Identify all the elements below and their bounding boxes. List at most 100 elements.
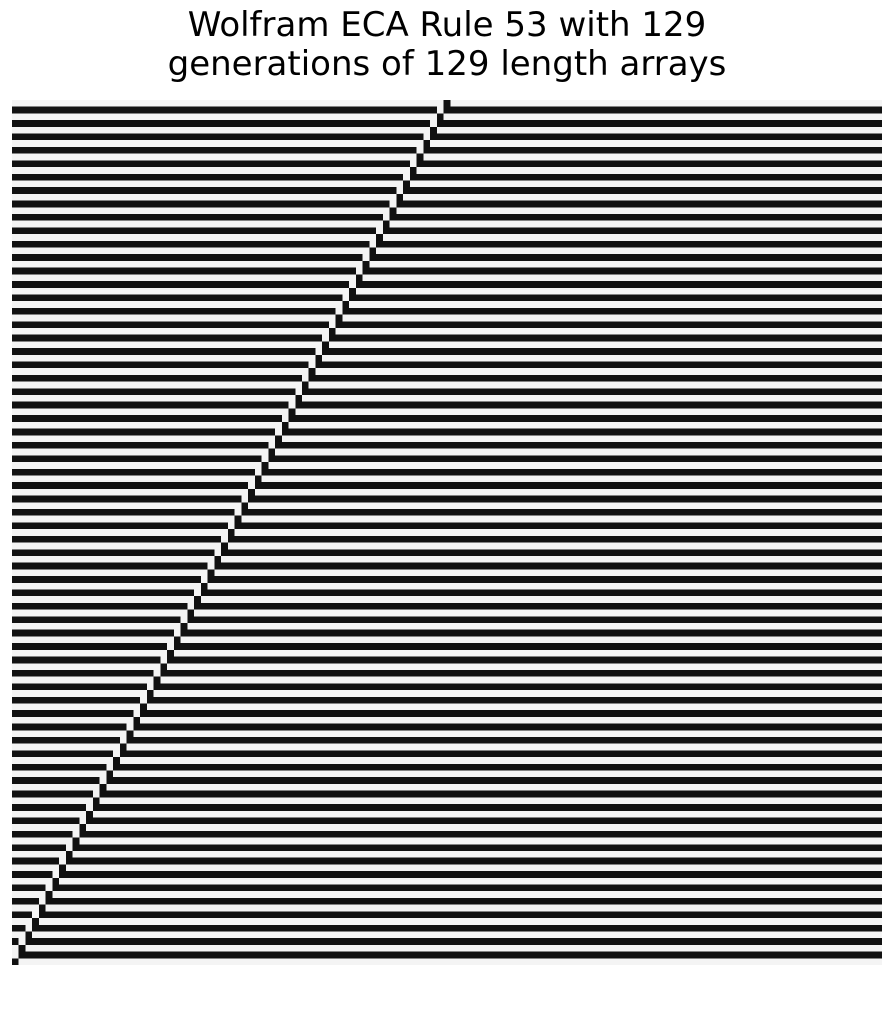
live-cells — [12, 100, 882, 965]
live-cell-run — [18, 944, 26, 952]
live-cell-run — [12, 106, 437, 114]
live-cell-run — [409, 173, 882, 181]
live-cell-run — [12, 468, 255, 476]
live-cell-run — [207, 569, 215, 577]
live-cell-run — [12, 146, 417, 154]
live-cell-run — [295, 395, 302, 402]
live-cell-run — [12, 589, 195, 597]
title-line-1: Wolfram ECA Rule 53 with 129 — [187, 5, 707, 45]
chart-title: Wolfram ECA Rule 53 with 129 generations… — [0, 6, 894, 84]
live-cell-run — [25, 931, 33, 939]
live-cell-run — [200, 589, 882, 597]
live-cell-run — [92, 797, 100, 805]
live-cell-run — [106, 770, 114, 778]
live-cell-run — [322, 341, 329, 349]
live-cell-run — [12, 562, 208, 570]
live-cell-run — [65, 857, 882, 865]
live-cell-run — [12, 482, 249, 489]
live-cell-run — [423, 140, 431, 147]
live-cell-run — [268, 448, 276, 456]
live-cell-run — [92, 804, 882, 811]
live-cell-run — [308, 374, 882, 382]
live-cell-run — [227, 529, 235, 536]
live-cell-run — [200, 582, 208, 590]
live-cell-run — [38, 911, 882, 919]
live-cell-run — [12, 281, 350, 288]
live-cell-run — [403, 187, 882, 194]
live-cell-run — [12, 656, 161, 664]
live-cell-run — [389, 207, 397, 214]
live-cell-run — [65, 851, 73, 858]
live-cell-run — [443, 106, 882, 114]
live-cell-run — [214, 562, 882, 570]
live-cell-run — [207, 576, 882, 583]
live-cell-run — [288, 408, 296, 416]
live-cell-run — [133, 723, 882, 731]
live-cell-run — [12, 958, 19, 965]
live-cell-run — [12, 200, 390, 208]
live-cell-run — [12, 307, 336, 315]
live-cell-run — [281, 421, 289, 429]
live-cell-run — [119, 743, 127, 751]
live-cell-run — [275, 435, 282, 442]
live-cell-run — [12, 884, 46, 892]
live-cell-run — [335, 321, 882, 328]
live-cell-run — [86, 810, 93, 818]
live-cell-run — [12, 160, 410, 168]
live-cell-run — [376, 234, 383, 241]
live-cell-run — [12, 602, 188, 610]
live-cell-run — [234, 515, 242, 523]
live-cell-run — [288, 415, 882, 422]
live-cell-run — [248, 495, 882, 503]
live-cell-run — [12, 334, 323, 342]
live-cell-run — [12, 227, 377, 235]
live-cell-run — [221, 542, 228, 550]
live-cell-run — [113, 763, 882, 771]
live-cell-run — [234, 522, 882, 530]
live-cell-run — [12, 133, 424, 141]
live-cell-run — [126, 730, 134, 738]
live-cell-run — [12, 254, 363, 261]
live-cell-run — [248, 488, 255, 496]
live-cell-run — [308, 368, 316, 375]
live-cell-run — [113, 757, 120, 764]
live-cell-run — [382, 220, 390, 228]
live-cell-run — [12, 857, 60, 865]
live-cell-run — [12, 374, 302, 382]
live-cell-run — [106, 777, 882, 784]
live-cell-run — [194, 602, 882, 610]
live-cell-run — [12, 629, 174, 637]
live-cell-run — [382, 227, 882, 235]
title-line-2: generations of 129 length arrays — [167, 44, 727, 84]
live-cell-run — [12, 723, 127, 731]
live-cell-run — [227, 535, 882, 543]
live-cell-run — [99, 790, 882, 798]
live-cell-run — [396, 193, 404, 201]
live-cell-run — [12, 361, 309, 369]
live-cell-run — [180, 629, 882, 637]
live-cell-run — [443, 100, 451, 107]
live-cell-run — [12, 844, 66, 852]
live-cell-run — [416, 160, 882, 168]
live-cell-run — [268, 455, 882, 463]
live-cell-run — [12, 576, 201, 583]
live-cell-run — [369, 247, 377, 255]
live-cell-run — [12, 401, 289, 409]
live-cell-run — [180, 623, 188, 630]
live-cell-run — [254, 475, 262, 483]
live-cell-run — [376, 240, 882, 248]
live-cell-run — [12, 428, 276, 436]
live-cell-run — [328, 327, 336, 335]
live-cell-run — [12, 683, 147, 691]
live-cell-run — [349, 287, 356, 295]
live-cell-run — [12, 240, 370, 248]
live-cell-run — [45, 891, 53, 898]
live-cell-run — [79, 830, 882, 838]
live-cell-run — [12, 415, 282, 422]
live-cell-run — [160, 669, 882, 677]
live-cell-run — [12, 763, 107, 771]
live-cell-run — [423, 146, 882, 154]
live-cell-run — [355, 281, 882, 288]
live-cell-run — [12, 441, 269, 449]
live-cell-run — [409, 167, 417, 174]
